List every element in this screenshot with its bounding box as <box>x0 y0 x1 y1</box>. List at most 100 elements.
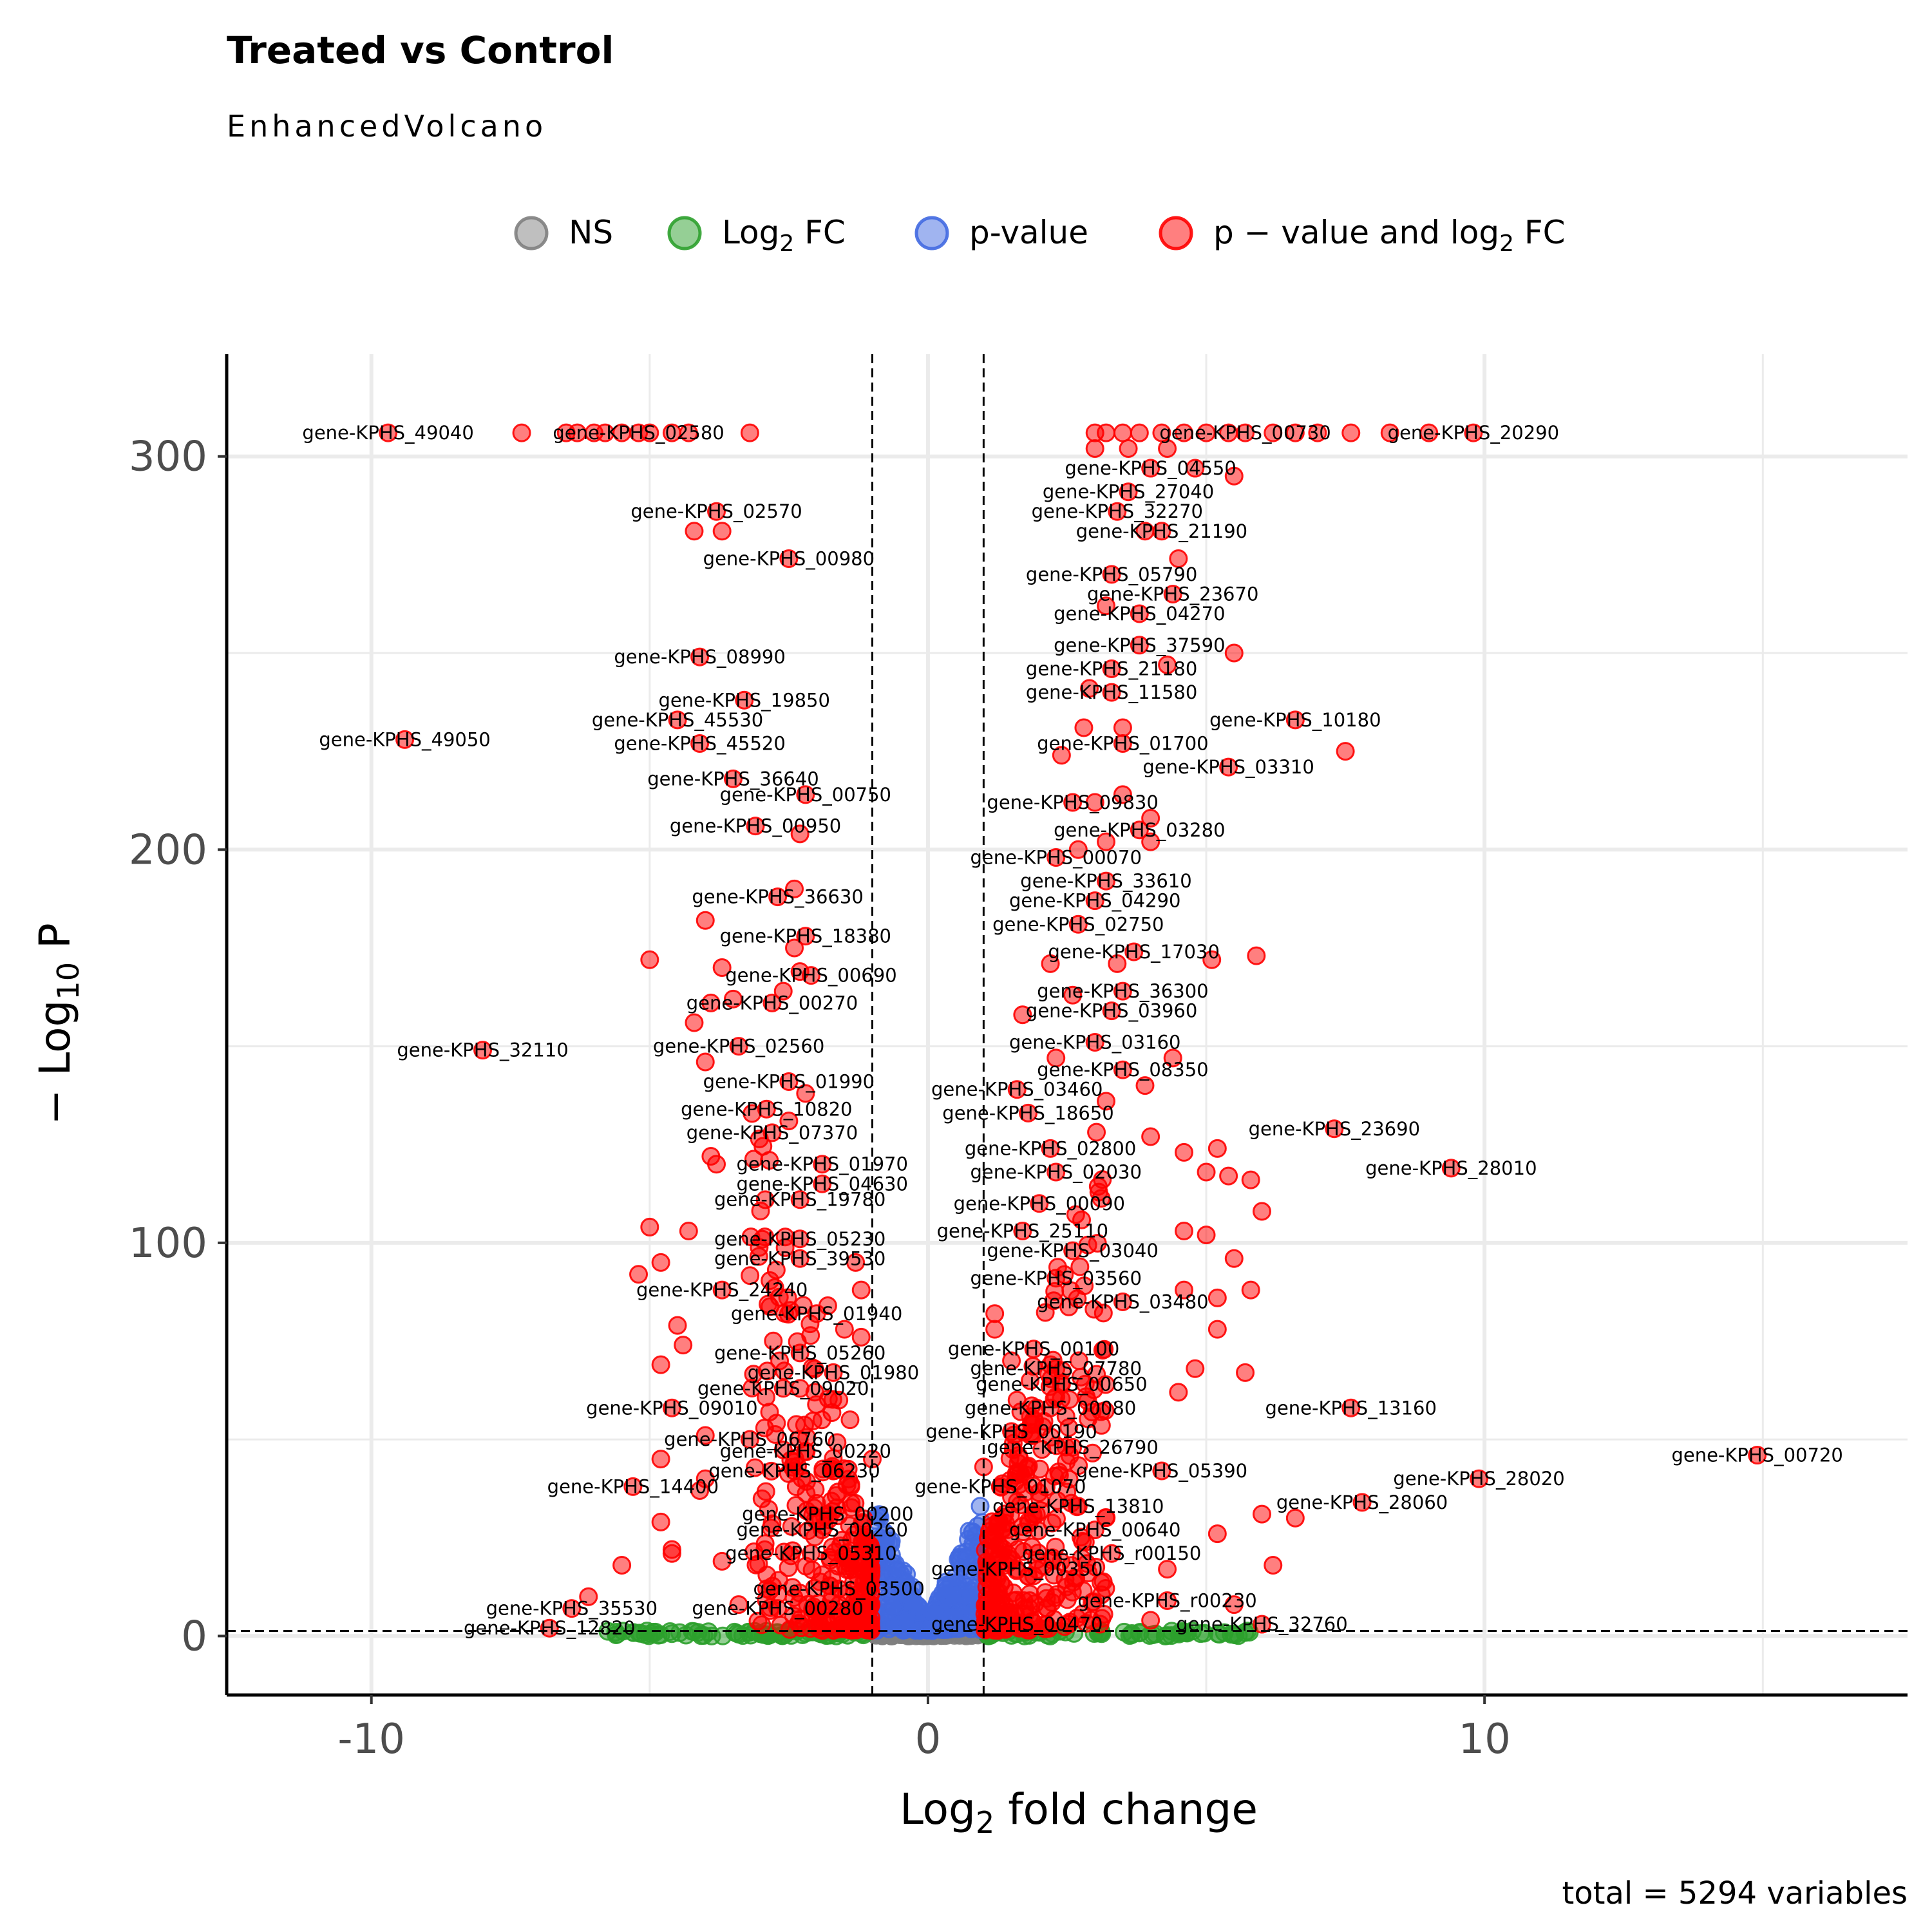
labeled-point <box>395 730 415 749</box>
sig-point <box>851 1327 871 1347</box>
labeled-point <box>629 423 649 442</box>
labeled-point <box>1019 1103 1038 1122</box>
gene-label: gene-KPHS_00270 <box>687 992 858 1014</box>
labeled-point <box>1341 1398 1361 1417</box>
fc-point <box>624 1623 643 1642</box>
gene-label: gene-KPHS_05790 <box>1026 564 1197 585</box>
x-tick-label: 0 <box>915 1716 942 1763</box>
gene-label: gene-KPHS_00950 <box>670 815 841 837</box>
gene-label: gene-KPHS_03460 <box>931 1079 1103 1101</box>
gene-label: gene-KPHS_05230 <box>714 1228 886 1250</box>
sig-point <box>1030 1490 1050 1510</box>
sig-point <box>1083 1443 1103 1463</box>
sig-point <box>1174 1280 1193 1300</box>
legend-label-base: Log <box>722 214 779 251</box>
sig-point <box>802 1358 822 1378</box>
pvalue-point <box>947 1606 966 1625</box>
gene-label: gene-KPHS_00690 <box>725 965 896 987</box>
sig-point <box>1197 1226 1216 1245</box>
gene-label: gene-KPHS_03560 <box>971 1267 1142 1289</box>
labeled-point <box>379 423 398 442</box>
labeled-point <box>1085 1032 1104 1052</box>
gene-label: gene-KPHS_02030 <box>971 1161 1142 1183</box>
sig-point <box>995 1595 1014 1615</box>
sig-point <box>1264 423 1283 442</box>
sig-point <box>1007 1390 1027 1410</box>
sig-point <box>674 1336 693 1355</box>
pvalue-point <box>882 1546 901 1565</box>
gene-label: gene-KPHS_07780 <box>971 1358 1142 1379</box>
labeled-point <box>1113 734 1132 753</box>
sig-point <box>1419 423 1439 442</box>
labeled-point <box>1046 848 1066 867</box>
gene-label: gene-KPHS_13810 <box>992 1495 1164 1517</box>
labeled-point <box>779 1072 799 1092</box>
legend-symbol <box>514 216 549 251</box>
labeled-point <box>1152 522 1171 541</box>
labeled-point <box>712 1280 732 1300</box>
gene-label: gene-KPHS_23690 <box>1249 1118 1420 1140</box>
sig-point <box>851 1582 871 1601</box>
sig-point <box>763 1577 782 1596</box>
sig-point <box>1202 950 1222 969</box>
sig-point <box>991 1545 1010 1564</box>
labeled-point <box>1163 584 1182 603</box>
gene-label: gene-KPHS_03280 <box>1054 819 1225 841</box>
sig-point <box>828 1433 847 1452</box>
sig-point <box>1285 423 1305 442</box>
sig-point <box>840 1410 860 1430</box>
gene-label: gene-KPHS_03310 <box>1142 756 1314 778</box>
sig-point <box>1113 423 1132 442</box>
sig-point <box>1224 1595 1244 1615</box>
labeled-point <box>790 1343 810 1363</box>
x-tick-label: -10 <box>337 1716 405 1763</box>
sig-point <box>696 1052 715 1072</box>
labeled-point <box>1113 1060 1132 1079</box>
sig-point <box>1247 946 1266 965</box>
gene-label: gene-KPHS_36630 <box>692 886 863 908</box>
labeled-point <box>1285 710 1305 730</box>
sig-point <box>1130 423 1149 442</box>
labeled-point <box>990 1477 1010 1496</box>
sig-point <box>985 1304 1005 1323</box>
sig-point <box>685 522 704 541</box>
sig-point <box>761 1519 781 1538</box>
labeled-point <box>740 1430 759 1449</box>
gene-label: gene-KPHS_01070 <box>914 1475 1086 1497</box>
gene-label: gene-KPHS_04290 <box>1009 890 1180 912</box>
sig-point <box>773 1440 793 1459</box>
sig-point <box>1057 1482 1077 1502</box>
minor-gridlines <box>227 354 1908 1695</box>
sig-point <box>1096 596 1115 616</box>
labeled-point <box>746 817 765 836</box>
labeled-point <box>790 1190 810 1209</box>
axes <box>225 354 1908 1697</box>
labeled-point <box>1108 502 1127 521</box>
gene-label: gene-KPHS_09830 <box>987 791 1158 813</box>
legend-symbol <box>1159 216 1193 251</box>
labeled-point <box>1068 914 1088 934</box>
sig-point <box>1080 679 1099 698</box>
labeled-point <box>762 1123 782 1142</box>
legend-label: NS <box>569 214 613 251</box>
pvalue-point <box>971 1497 990 1516</box>
gene-label: gene-KPHS_12820 <box>464 1617 635 1639</box>
sig-point <box>770 1351 790 1370</box>
gene-label: gene-KPHS_03960 <box>1026 1000 1197 1022</box>
legend: NS Log2 FC p-value p − value and log2 FC <box>514 214 1566 257</box>
labeled-point <box>790 1229 810 1249</box>
gene-label: gene-KPHS_10820 <box>681 1098 852 1120</box>
sig-point <box>712 1551 732 1571</box>
labeled-point <box>1130 820 1149 840</box>
gene-label: gene-KPHS_02570 <box>630 500 802 522</box>
sig-point <box>1074 718 1094 737</box>
gene-label: gene-KPHS_04270 <box>1054 603 1225 625</box>
labeled-point <box>1063 793 1083 812</box>
sig-point <box>764 1331 783 1350</box>
sig-point <box>861 1613 880 1632</box>
sig-point <box>1063 985 1083 1005</box>
gene-label: gene-KPHS_49040 <box>302 422 473 444</box>
sig-point <box>1108 954 1127 973</box>
sig-point <box>640 1217 659 1236</box>
sig-point <box>1049 1463 1068 1482</box>
